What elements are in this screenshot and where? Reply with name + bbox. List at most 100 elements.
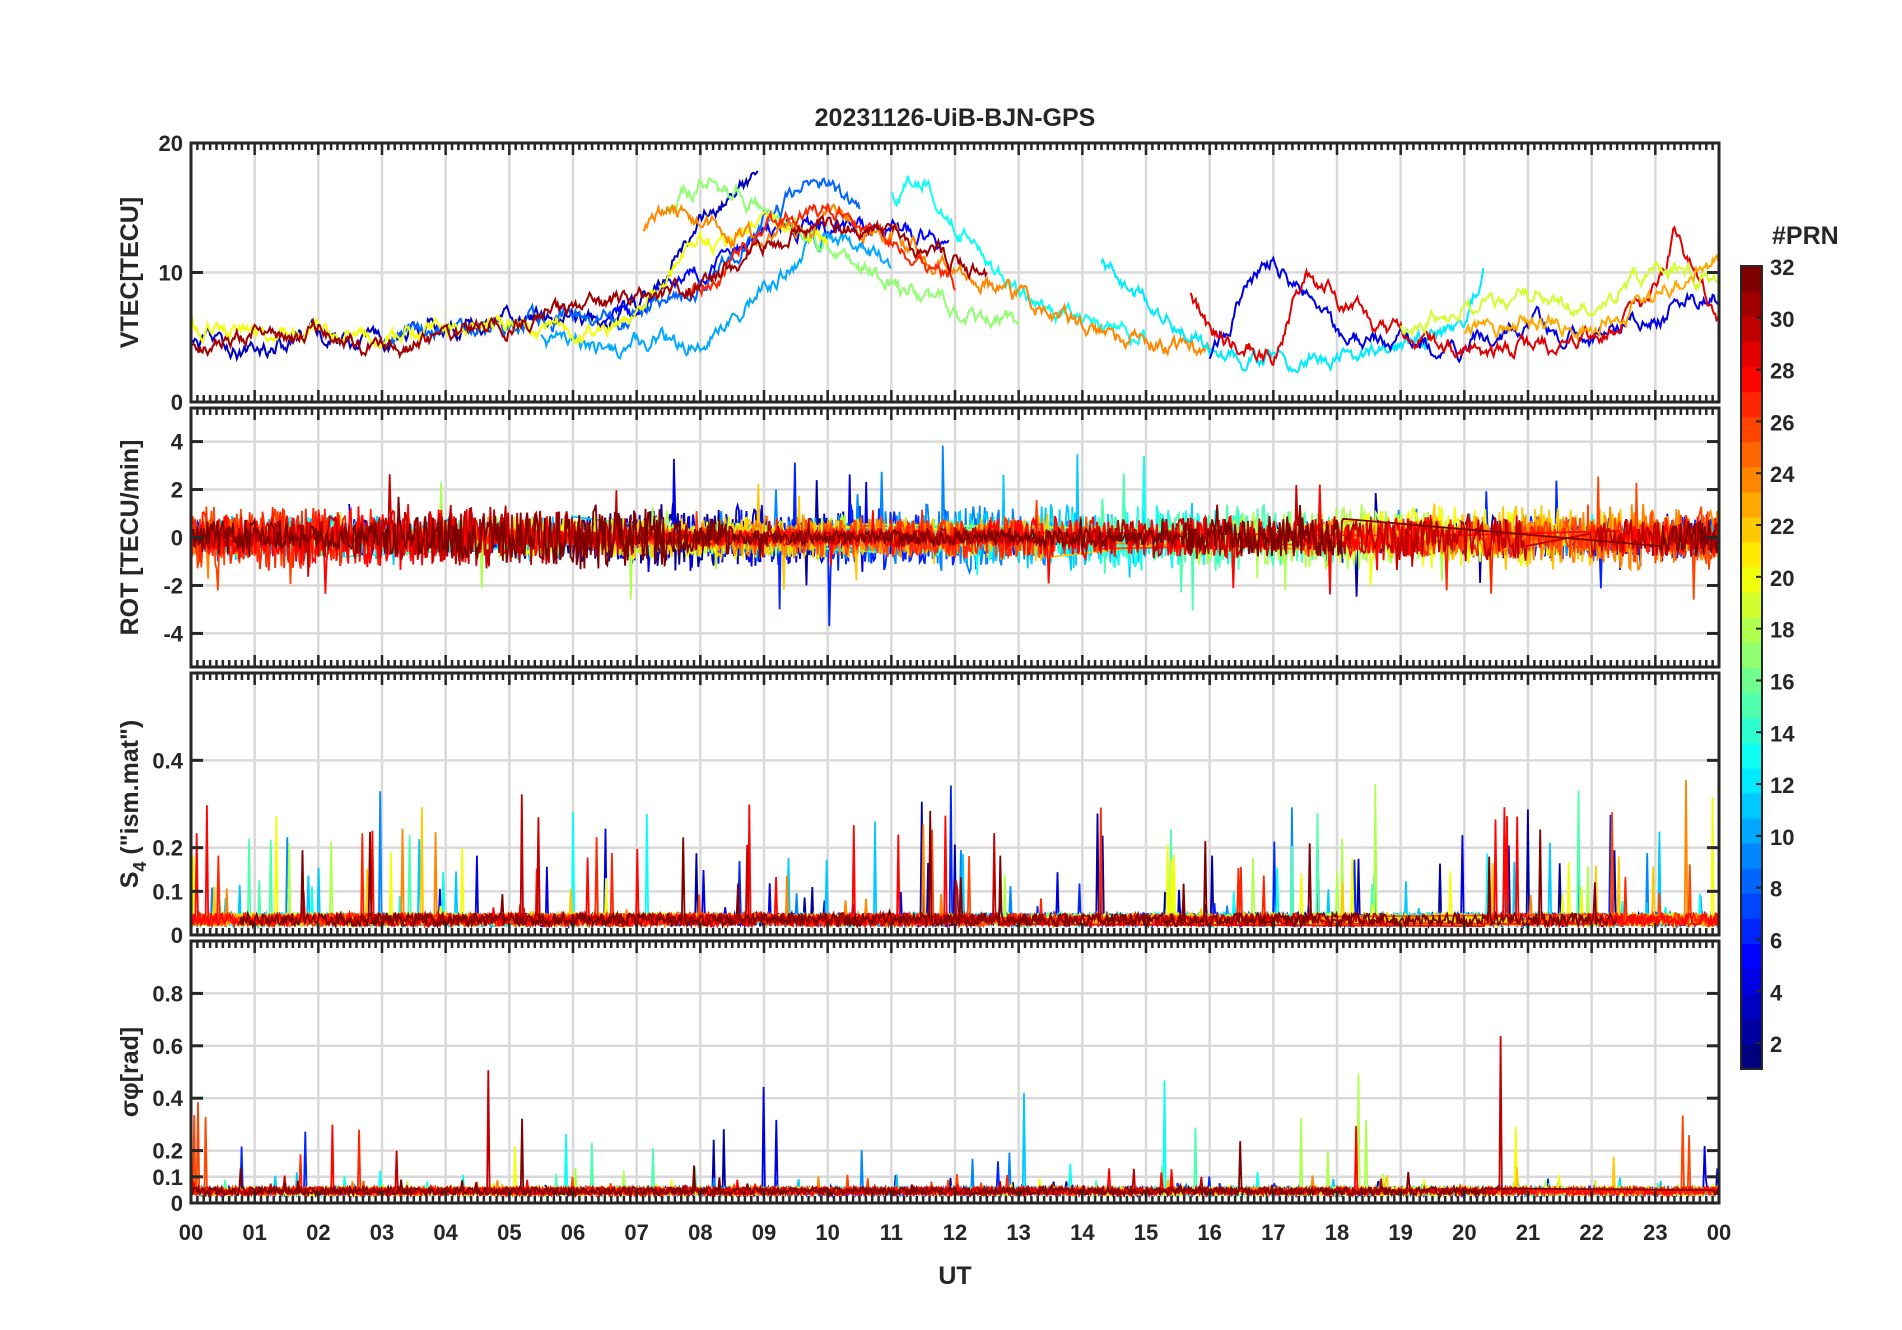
y-tick-label: 0.1 bbox=[152, 879, 183, 904]
series-prn-30 bbox=[191, 474, 1719, 577]
y-tick-label: 0.4 bbox=[152, 748, 183, 773]
x-tick-label: 00 bbox=[179, 1220, 203, 1245]
colorbar-segment bbox=[1741, 792, 1762, 819]
colorbar-tick-label: 32 bbox=[1770, 255, 1794, 280]
colorbar-segment bbox=[1741, 341, 1762, 367]
panel-vtec: 0 10 20 VTEC[TECU] bbox=[116, 131, 1721, 415]
x-tick-label: 23 bbox=[1643, 1220, 1667, 1245]
x-tick-label: 11 bbox=[880, 1220, 903, 1245]
colorbar-tick-label: 20 bbox=[1770, 566, 1794, 591]
x-tick-label: 09 bbox=[752, 1220, 776, 1245]
colorbar-segment bbox=[1741, 868, 1762, 894]
colorbar-tick-label: 18 bbox=[1770, 618, 1794, 643]
y-tick-label: 0 bbox=[171, 526, 183, 551]
colorbar-segment bbox=[1741, 993, 1762, 1020]
series-prn-17 bbox=[667, 176, 1020, 330]
colorbar-segment bbox=[1741, 642, 1762, 668]
colorbar-segment bbox=[1741, 943, 1762, 970]
colorbar-segment bbox=[1741, 391, 1762, 418]
colorbar-segment bbox=[1741, 316, 1762, 342]
y-tick-label: 0 bbox=[171, 923, 183, 948]
panel-rot: -4 -2 0 2 4 ROT [TECU/min] bbox=[116, 406, 1721, 669]
colorbar-segment bbox=[1741, 717, 1762, 744]
series-prn-8 bbox=[381, 177, 861, 348]
y-tick-label: 0.1 bbox=[152, 1165, 183, 1190]
x-tick-label: 12 bbox=[943, 1220, 967, 1245]
x-tick-label: 17 bbox=[1261, 1220, 1285, 1245]
panel-sigma_phi: 00.10.2 0.4 0.6 0.8 σφ[rad] bbox=[116, 939, 1721, 1216]
x-tick-label: 08 bbox=[688, 1220, 712, 1245]
colorbar-segment bbox=[1741, 1043, 1762, 1070]
y-axis-label-s4: S4 ("ism.mat") bbox=[116, 720, 150, 889]
colorbar-segment bbox=[1741, 592, 1762, 618]
y-tick-label: 20 bbox=[159, 131, 183, 156]
colorbar-segment bbox=[1741, 667, 1762, 694]
colorbar-frame bbox=[1740, 265, 1763, 1070]
y-tick-label: 0.8 bbox=[152, 981, 183, 1006]
colorbar-tick-label: 2 bbox=[1770, 1032, 1782, 1057]
colorbar-segment bbox=[1741, 291, 1762, 317]
x-tick-label: 19 bbox=[1388, 1220, 1412, 1245]
x-tick-label: 14 bbox=[1070, 1220, 1095, 1245]
y-tick-label: 0.2 bbox=[152, 1139, 183, 1164]
series-prn-32 bbox=[191, 496, 1719, 570]
x-tick-label: 13 bbox=[1006, 1220, 1030, 1245]
colorbar-segment bbox=[1741, 542, 1762, 568]
series-prn-12 bbox=[1100, 257, 1485, 374]
colorbar-segment bbox=[1741, 968, 1762, 995]
colorbar-segment bbox=[1741, 441, 1762, 468]
x-tick-label: 16 bbox=[1197, 1220, 1221, 1245]
colorbar-tick-label: 4 bbox=[1770, 980, 1783, 1005]
y-tick-label: 0 bbox=[171, 1191, 183, 1216]
colorbar-segment bbox=[1741, 843, 1762, 869]
y-tick-label: 10 bbox=[159, 261, 183, 286]
y-tick-label: 0.2 bbox=[152, 836, 183, 861]
colorbar-segment bbox=[1741, 818, 1762, 844]
series-prn-10 bbox=[540, 227, 892, 360]
series-prn-2 bbox=[486, 1129, 1435, 1199]
y-tick-label: -2 bbox=[163, 573, 183, 598]
colorbar-segment bbox=[1741, 767, 1762, 794]
series-prn-32 bbox=[239, 810, 1618, 930]
colorbar-segment bbox=[1741, 918, 1762, 945]
chart-title: 20231126-UiB-BJN-GPS bbox=[815, 104, 1096, 132]
series-prn-27 bbox=[686, 203, 956, 299]
colorbar-segment bbox=[1741, 617, 1762, 643]
colorbar-segment bbox=[1741, 692, 1762, 719]
colorbar-tick-label: 30 bbox=[1770, 307, 1794, 332]
series-prn-32 bbox=[191, 1118, 1719, 1199]
colorbar-segment bbox=[1741, 742, 1762, 769]
x-tick-label: 07 bbox=[624, 1220, 648, 1245]
series-prn-19 bbox=[1399, 260, 1719, 337]
colorbar-segment bbox=[1741, 366, 1762, 392]
x-tick-label: 02 bbox=[306, 1220, 330, 1245]
x-axis-label: UT bbox=[938, 1262, 971, 1290]
y-axis-label-vtec: VTEC[TECU] bbox=[116, 197, 144, 348]
x-tick-label: 06 bbox=[561, 1220, 585, 1245]
y-axis-label-rot: ROT [TECU/min] bbox=[116, 440, 144, 636]
colorbar-tick-label: 24 bbox=[1770, 462, 1795, 487]
series-prn-3 bbox=[191, 170, 759, 363]
y-tick-label: -4 bbox=[163, 621, 183, 646]
y-tick-label: 0.6 bbox=[152, 1034, 183, 1059]
y-axis-label-sigma_phi: σφ[rad] bbox=[116, 1027, 144, 1118]
x-tick-label: 21 bbox=[1516, 1220, 1540, 1245]
x-tick-label: 10 bbox=[815, 1220, 839, 1245]
colorbar-segment bbox=[1741, 491, 1762, 518]
x-tick-label: 04 bbox=[433, 1220, 458, 1245]
x-tick-label: 20 bbox=[1452, 1220, 1476, 1245]
series-prn-24 bbox=[642, 203, 1211, 358]
colorbar-tick-label: 22 bbox=[1770, 514, 1794, 539]
x-tick-label: 03 bbox=[370, 1220, 394, 1245]
series-prn-31 bbox=[191, 214, 988, 360]
colorbar-segment bbox=[1741, 567, 1762, 593]
y-tick-label: 0.4 bbox=[152, 1086, 183, 1111]
x-tick-label: 22 bbox=[1579, 1220, 1603, 1245]
colorbar-label: #PRN bbox=[1772, 222, 1839, 250]
x-tick-label: 00 bbox=[1707, 1220, 1731, 1245]
colorbar-segment bbox=[1741, 516, 1762, 543]
colorbar-segment bbox=[1741, 416, 1762, 443]
colorbar-segment bbox=[1741, 466, 1762, 493]
